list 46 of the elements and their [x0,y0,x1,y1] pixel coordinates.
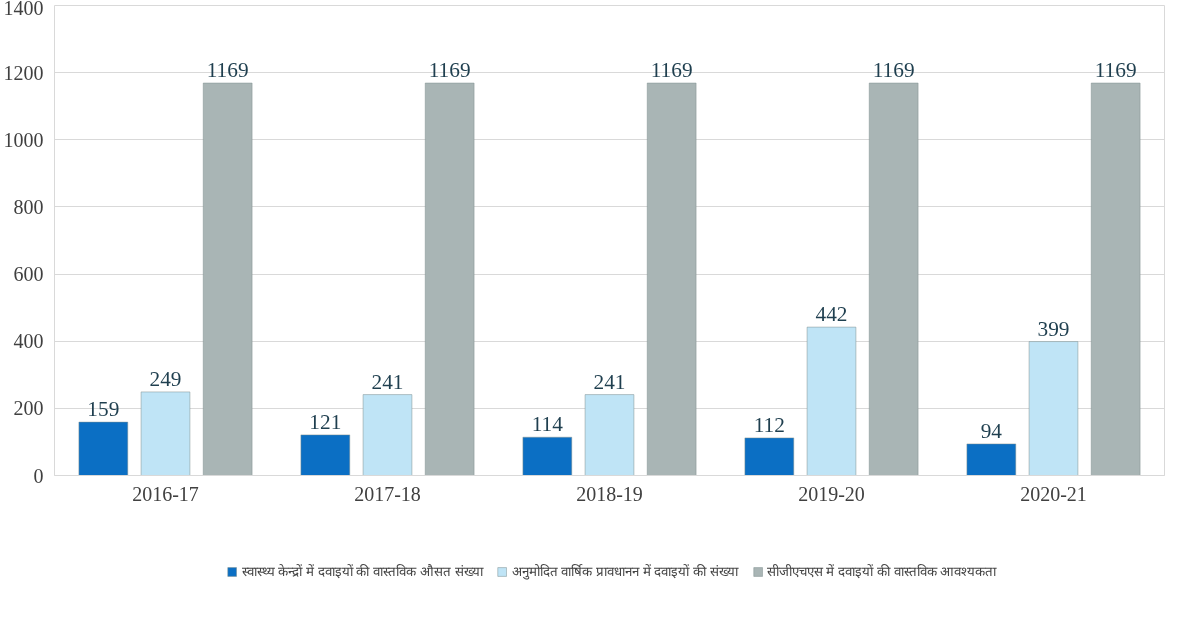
bar [646,82,697,476]
bar [1090,82,1141,476]
y-tick-label: 200 [13,397,44,420]
bar [202,82,253,476]
y-tick-label: 1200 [3,61,44,84]
y-tick-label: 0 [33,464,44,487]
bar [966,443,1017,476]
data-label: 1169 [1094,58,1137,83]
x-tick-label: 2017-18 [354,482,421,505]
bar [424,82,475,476]
data-label: 114 [531,412,564,437]
y-tick-label: 600 [13,263,44,286]
data-label: 1169 [650,58,693,83]
data-label: 442 [815,302,848,327]
y-tick-label: 1400 [3,0,44,19]
x-tick-label: 2016-17 [132,482,199,505]
data-label: 241 [371,369,404,394]
data-label: 94 [980,418,1003,443]
data-label: 399 [1037,316,1070,341]
bar [522,436,573,476]
y-tick-label: 400 [13,330,44,353]
x-tick-label: 2018-19 [576,482,643,505]
data-label: 1169 [428,58,471,83]
data-label: 121 [309,409,342,434]
bar [78,421,129,476]
y-tick-label: 1000 [3,128,44,151]
x-tick-label: 2020-21 [1020,482,1087,505]
legend-label: अनुमोदित वार्षिक प्रावधानन में दवाइयों की संख्या [511,563,738,581]
bar [744,437,795,476]
data-label: 1169 [206,58,249,83]
y-tick-label: 800 [13,195,44,218]
legend-label: सीजीएचएस में दवाइयों की वास्तविक आवश्यकता [766,563,997,581]
bar [584,394,635,476]
data-label: 112 [753,412,785,437]
data-label: 241 [593,369,626,394]
legend-label: स्वास्थ्य केन्द्रों में दवाइयों की वास्तविक औसत संख्या [241,563,483,581]
data-label: 249 [149,366,182,391]
data-label: 1169 [872,58,915,83]
x-tick-label: 2019-20 [798,482,865,505]
data-label: 159 [87,397,120,422]
bar [140,391,191,476]
bar [806,326,857,476]
bar [1028,341,1079,476]
bar [362,394,413,476]
bar [868,82,919,476]
bar [300,434,351,476]
